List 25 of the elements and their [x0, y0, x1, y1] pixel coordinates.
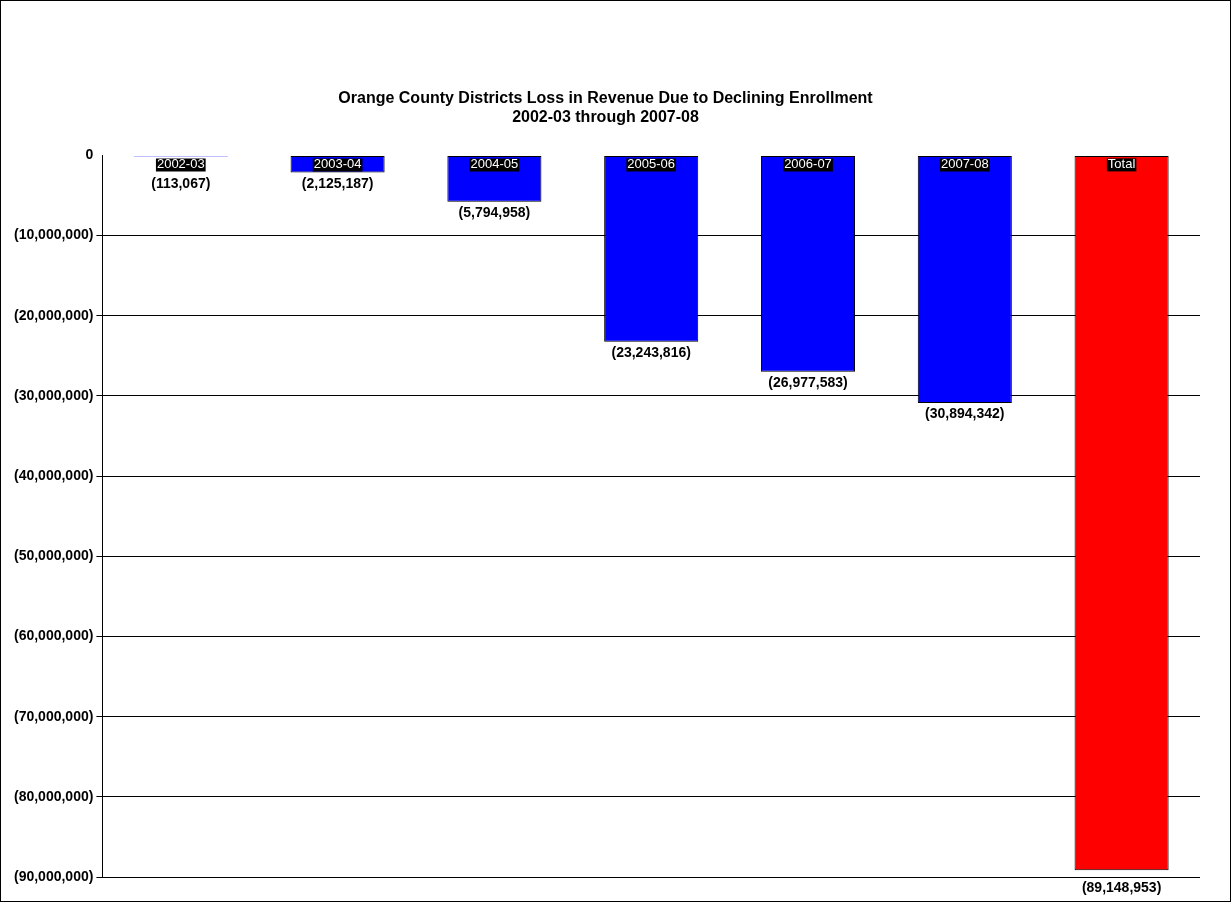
data-label: (89,148,953) [1081, 878, 1162, 895]
data-label: (5,794,958) [458, 203, 531, 220]
y-tick-label: (50,000,000) [13, 547, 94, 564]
y-tick-label: (90,000,000) [13, 867, 94, 884]
data-label: (30,894,342) [925, 404, 1005, 421]
x-tick-label: 2004-05 [470, 156, 519, 172]
x-tick-label: 2005-06 [627, 156, 676, 172]
data-label: (113,067) [151, 175, 211, 192]
data-label: (2,125,187) [301, 175, 374, 192]
x-tick-label: 2003-04 [313, 156, 362, 172]
chart-title: Orange County Districts Loss in Revenue Due to Declining Enrollment 2002-03 through 2007-08 [338, 89, 874, 126]
y-tick-label: (40,000,000) [13, 466, 94, 483]
x-tick-label: 2007-08 [940, 156, 989, 172]
y-tick-label: (30,000,000) [13, 386, 94, 403]
x-tick-label: 2006-07 [784, 156, 832, 172]
y-tick-label: (20,000,000) [13, 306, 94, 323]
data-label: (23,243,816) [611, 343, 691, 360]
y-tick-label: (70,000,000) [13, 707, 94, 724]
y-tick-label: (10,000,000) [13, 226, 94, 243]
y-tick-label: 0 [85, 146, 94, 163]
data-label: (26,977,583) [768, 373, 848, 390]
y-tick-label: (60,000,000) [13, 627, 94, 644]
x-tick-label: Total [1107, 156, 1136, 172]
x-tick-label: 2002-03 [156, 156, 205, 172]
y-tick-label: (80,000,000) [13, 787, 94, 804]
